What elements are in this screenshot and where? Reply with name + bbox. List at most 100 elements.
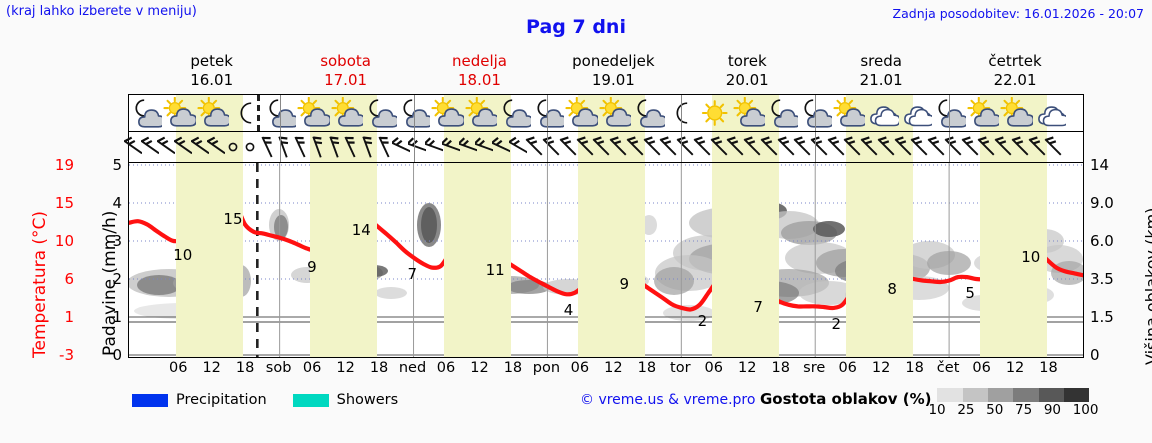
location-menu-note: (kraj lahko izberete v meniju) xyxy=(6,4,197,19)
wind-barb xyxy=(676,134,694,160)
cloud-density-step xyxy=(937,388,963,402)
temperature-tick: 19 xyxy=(54,156,74,174)
day-date: 19.01 xyxy=(591,71,635,89)
temperature-value-label: 14 xyxy=(351,220,371,239)
wind-barb xyxy=(1011,134,1029,160)
precipitation-tick: 0 xyxy=(112,346,122,364)
wind-barb xyxy=(140,134,159,160)
day-date: 21.01 xyxy=(859,71,903,89)
sun-cloud-icon xyxy=(832,95,866,131)
cloud-axis-label: Višina oblakov (km) xyxy=(1142,207,1152,365)
graph-area: 10159147114927285106 xyxy=(128,162,1084,358)
precipitation-tick: 1 xyxy=(112,308,122,326)
cloud-height-tick: 14 xyxy=(1090,156,1110,174)
wind-barb xyxy=(743,134,761,160)
cloud-density-scale: 10 25 50 75 90 100 xyxy=(928,388,1098,418)
precipitation-tick: 5 xyxy=(112,156,122,174)
wind-barb xyxy=(760,134,778,160)
day-date: 17.01 xyxy=(324,71,368,89)
sun-icon xyxy=(698,95,731,131)
wind-barb xyxy=(877,134,895,160)
x-tick: 12 xyxy=(738,360,757,376)
wind-barb xyxy=(274,134,292,160)
precipitation-legend-label: Precipitation xyxy=(176,392,267,408)
day-separator xyxy=(279,95,281,131)
x-tick: 18 xyxy=(771,360,790,376)
x-tick: 12 xyxy=(470,360,489,376)
sun-cloud-icon xyxy=(999,95,1033,131)
moon-cloud-icon xyxy=(798,95,832,131)
wind-barb xyxy=(659,134,677,160)
wind-barb xyxy=(241,134,259,160)
day-name: sobota xyxy=(320,52,371,70)
moon-icon xyxy=(229,95,262,131)
temperature-tick: -3 xyxy=(59,346,74,364)
moon-cloud-icon xyxy=(631,95,665,131)
wind-barb xyxy=(174,134,192,160)
wind-barb xyxy=(609,134,627,160)
wind-barb xyxy=(157,134,176,160)
daylight-band xyxy=(176,163,244,357)
sun-cloud-icon xyxy=(296,95,330,131)
wind-barb xyxy=(710,134,728,160)
wind-barb xyxy=(777,134,795,160)
moon-cloud-icon xyxy=(765,95,799,131)
x-axis-tick-labels: 06 12 18 sob 06 12 18 ned 06 12 18 pon 06 12 18 tor 06 12… xyxy=(128,360,1084,382)
day-name: ponedeljek xyxy=(572,52,655,70)
daylight-band xyxy=(712,163,779,357)
moon-cloud-icon xyxy=(397,95,431,131)
x-tick: 18 xyxy=(503,360,523,376)
cloud-icon xyxy=(1033,95,1067,131)
wind-barb xyxy=(626,134,644,160)
last-updated-text: Zadnja posodobitev: 16.01.2026 - 20:07 xyxy=(892,6,1144,21)
day-separator xyxy=(547,132,549,162)
day-name: nedelja xyxy=(451,52,507,70)
day-separator xyxy=(815,95,817,131)
x-tick: 06 xyxy=(704,360,723,376)
temperature-value-label: 11 xyxy=(485,261,505,280)
daylight-band xyxy=(444,163,512,357)
page-title: Pag 7 dni xyxy=(526,16,626,38)
wind-barb xyxy=(441,134,460,160)
x-tick: 12 xyxy=(604,360,623,376)
precipitation-tick: 2 xyxy=(112,270,122,288)
day-header-ponedeljek: ponedeljek 19.01 xyxy=(546,52,680,90)
temperature-value-label: 7 xyxy=(753,298,763,317)
cloud-density-legend: Gostota oblakov (%) 10 25 50 75 90 100 xyxy=(760,388,1098,418)
wind-barb xyxy=(827,134,845,160)
cloud-height-tick: 6.0 xyxy=(1090,232,1114,250)
temperature-value-label: 9 xyxy=(619,274,630,293)
wind-barb xyxy=(492,134,510,160)
daylight-band xyxy=(578,163,646,357)
day-header-sobota: sobota 17.01 xyxy=(279,52,413,90)
day-date: 22.01 xyxy=(993,71,1037,89)
daylight-band xyxy=(845,163,913,357)
x-tick: 18 xyxy=(369,360,389,376)
sun-cloud-icon xyxy=(464,95,498,131)
temperature-value-label: 9 xyxy=(307,257,317,276)
temperature-tick: 10 xyxy=(54,232,74,250)
day-separator xyxy=(279,132,281,162)
cloud-height-tick: 0 xyxy=(1090,346,1100,364)
wind-barb xyxy=(408,134,427,160)
wind-barb xyxy=(927,134,945,160)
x-tick: 18 xyxy=(235,360,255,376)
sun-cloud-icon xyxy=(430,95,464,131)
x-tick: 06 xyxy=(302,360,322,376)
wind-barb xyxy=(525,134,543,160)
wind-barb xyxy=(843,134,861,160)
sun-cloud-icon xyxy=(162,95,196,131)
wind-barb xyxy=(860,134,878,160)
x-tick: 18 xyxy=(637,360,657,376)
cloud-density-step-label: 50 xyxy=(986,402,1004,418)
day-separator xyxy=(681,95,683,131)
wind-barb xyxy=(258,134,276,160)
credit-link[interactable]: © vreme.us & vreme.pro xyxy=(580,392,756,408)
day-header-petek: petek 16.01 xyxy=(145,52,279,90)
x-tick: 06 xyxy=(168,360,188,376)
moon-cloud-icon xyxy=(531,95,565,131)
moon-cloud-icon xyxy=(497,95,531,131)
x-tick-day: pon xyxy=(532,360,561,376)
precipitation-tick: 3 xyxy=(112,232,122,250)
cloud-density-step xyxy=(1013,388,1039,402)
